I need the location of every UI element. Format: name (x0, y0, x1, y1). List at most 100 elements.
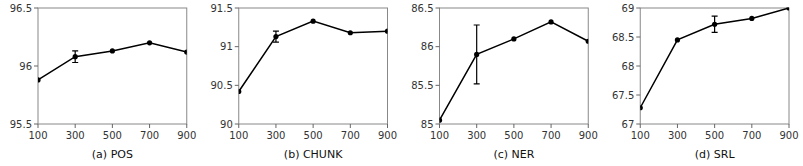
x-axis-label: (b) CHUNK (284, 148, 343, 161)
x-tick (551, 124, 552, 128)
x-tick (313, 124, 314, 128)
panel: 1003005007009009090.59191.5(b) CHUNK (210, 3, 397, 162)
y-tick (636, 37, 640, 38)
y-tick-label: 86 (421, 41, 434, 52)
x-tick-label: 100 (229, 130, 248, 141)
y-tick-label: 95.5 (10, 119, 32, 130)
y-tick (636, 66, 640, 67)
x-tick (751, 124, 752, 128)
y-tick (436, 46, 440, 47)
y-tick (436, 8, 440, 9)
y-tick (34, 66, 38, 67)
x-tick (350, 124, 351, 128)
panel: 10030050070090095.59696.5(a) POS (10, 3, 197, 162)
x-tick-label: 900 (579, 130, 598, 141)
y-tick-label: 68.5 (612, 32, 634, 43)
y-tick (436, 124, 440, 125)
y-tick-label: 67 (622, 119, 635, 130)
panel: 1003005007009008585.58686.5(c) NER (411, 3, 598, 162)
point (474, 52, 479, 57)
x-tick-label: 300 (467, 130, 486, 141)
x-tick (476, 124, 477, 128)
x-tick-label: 500 (705, 130, 724, 141)
x-tick (186, 124, 187, 128)
point (786, 8, 789, 11)
panel: 1003005007009006767.56868.569(d) SRL (612, 3, 799, 162)
point (385, 29, 388, 34)
point (511, 36, 516, 41)
x-tick-label: 700 (542, 130, 561, 141)
x-tick-label: 300 (266, 130, 285, 141)
line (38, 43, 187, 80)
point (440, 118, 443, 123)
y-tick-label: 68 (622, 61, 635, 72)
y-tick (235, 85, 239, 86)
y-tick-label: 86.5 (411, 3, 433, 14)
point (675, 37, 680, 42)
x-axis-label: (c) NER (493, 148, 534, 161)
y-tick (235, 8, 239, 9)
x-tick-label: 900 (177, 130, 196, 141)
plot-frame (38, 8, 187, 124)
y-tick-label: 96.5 (10, 3, 32, 14)
y-tick-label: 96 (19, 61, 32, 72)
plot-area (38, 40, 187, 82)
x-tick (75, 124, 76, 128)
x-tick (439, 124, 440, 128)
y-tick-label: 85.5 (411, 80, 433, 91)
line (239, 21, 388, 91)
line (640, 8, 789, 108)
x-tick (714, 124, 715, 128)
point (586, 39, 589, 44)
x-tick (640, 124, 641, 128)
x-tick (588, 124, 589, 128)
point (749, 16, 754, 21)
x-tick-label: 300 (668, 130, 687, 141)
point (311, 19, 316, 24)
y-tick (636, 8, 640, 9)
point (38, 77, 41, 82)
y-tick (636, 124, 640, 125)
x-tick (387, 124, 388, 128)
y-tick-label: 90 (220, 119, 233, 130)
x-tick (789, 124, 790, 128)
y-tick-label: 67.5 (612, 90, 634, 101)
x-tick (149, 124, 150, 128)
point (273, 34, 278, 39)
x-tick (513, 124, 514, 128)
y-tick (235, 124, 239, 125)
point (348, 30, 353, 35)
point (73, 54, 78, 59)
y-tick (436, 85, 440, 86)
y-tick-label: 69 (622, 3, 635, 14)
point (239, 89, 242, 94)
plot-area (440, 19, 589, 122)
x-tick-label: 500 (304, 130, 323, 141)
line (440, 22, 589, 120)
x-tick-label: 900 (779, 130, 798, 141)
y-tick (34, 8, 38, 9)
error-bar (712, 16, 718, 32)
x-tick (275, 124, 276, 128)
plot-frame (440, 8, 589, 124)
point (548, 19, 553, 24)
y-tick-label: 85 (421, 119, 434, 130)
plot-area (239, 19, 388, 95)
x-tick-label: 100 (631, 130, 650, 141)
error-bar (273, 31, 279, 42)
x-tick-label: 500 (103, 130, 122, 141)
error-bar (72, 51, 78, 63)
x-tick-label: 900 (378, 130, 397, 141)
y-tick (34, 124, 38, 125)
x-tick-label: 700 (140, 130, 159, 141)
x-tick (38, 124, 39, 128)
plot-frame (239, 8, 388, 124)
figure: 10030050070090095.59696.5(a) POS10030050… (0, 0, 803, 166)
x-tick-label: 100 (28, 130, 47, 141)
point (712, 22, 717, 27)
x-tick-label: 700 (341, 130, 360, 141)
x-axis-label: (d) SRL (695, 148, 736, 161)
point (147, 40, 152, 45)
y-tick-label: 90.5 (210, 80, 232, 91)
plot-frame (640, 8, 789, 124)
